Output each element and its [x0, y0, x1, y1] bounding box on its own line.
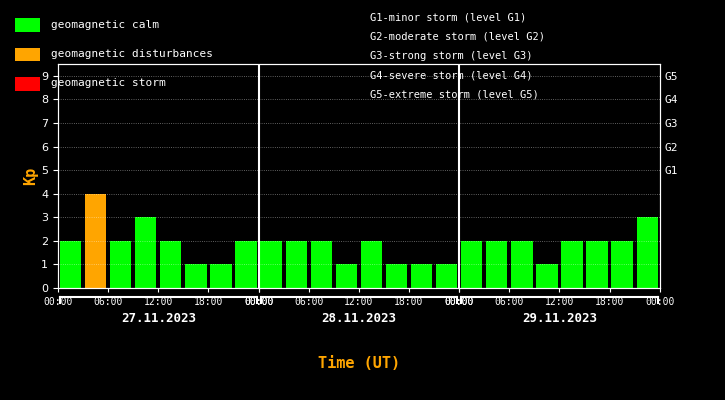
Bar — [637, 217, 658, 288]
Text: 29.11.2023: 29.11.2023 — [522, 312, 597, 324]
Bar — [436, 264, 457, 288]
Bar — [561, 241, 583, 288]
Bar — [110, 241, 131, 288]
Text: G4-severe storm (level G4): G4-severe storm (level G4) — [370, 70, 532, 80]
Bar — [186, 264, 207, 288]
Bar — [361, 241, 382, 288]
Text: Time (UT): Time (UT) — [318, 356, 400, 372]
FancyBboxPatch shape — [14, 77, 40, 91]
Text: geomagnetic storm: geomagnetic storm — [51, 78, 165, 88]
Bar — [386, 264, 407, 288]
Bar — [236, 241, 257, 288]
Text: geomagnetic disturbances: geomagnetic disturbances — [51, 49, 212, 59]
Bar — [461, 241, 482, 288]
Text: 28.11.2023: 28.11.2023 — [321, 312, 397, 324]
Y-axis label: Kp: Kp — [23, 167, 38, 185]
Bar — [511, 241, 532, 288]
FancyBboxPatch shape — [14, 48, 40, 61]
Bar — [85, 194, 107, 288]
Bar — [611, 241, 633, 288]
Bar — [135, 217, 157, 288]
Text: G2-moderate storm (level G2): G2-moderate storm (level G2) — [370, 32, 544, 42]
Text: G5-extreme storm (level G5): G5-extreme storm (level G5) — [370, 90, 539, 100]
Text: G1-minor storm (level G1): G1-minor storm (level G1) — [370, 12, 526, 22]
Bar — [60, 241, 81, 288]
Text: geomagnetic calm: geomagnetic calm — [51, 20, 159, 30]
Bar — [286, 241, 307, 288]
Bar — [310, 241, 332, 288]
Bar — [336, 264, 357, 288]
Bar — [536, 264, 558, 288]
Bar — [260, 241, 282, 288]
FancyBboxPatch shape — [14, 18, 40, 32]
Text: G3-strong storm (level G3): G3-strong storm (level G3) — [370, 51, 532, 61]
Bar — [160, 241, 181, 288]
Bar — [210, 264, 231, 288]
Bar — [486, 241, 507, 288]
Text: 27.11.2023: 27.11.2023 — [121, 312, 196, 324]
Bar — [587, 241, 608, 288]
Bar — [411, 264, 432, 288]
